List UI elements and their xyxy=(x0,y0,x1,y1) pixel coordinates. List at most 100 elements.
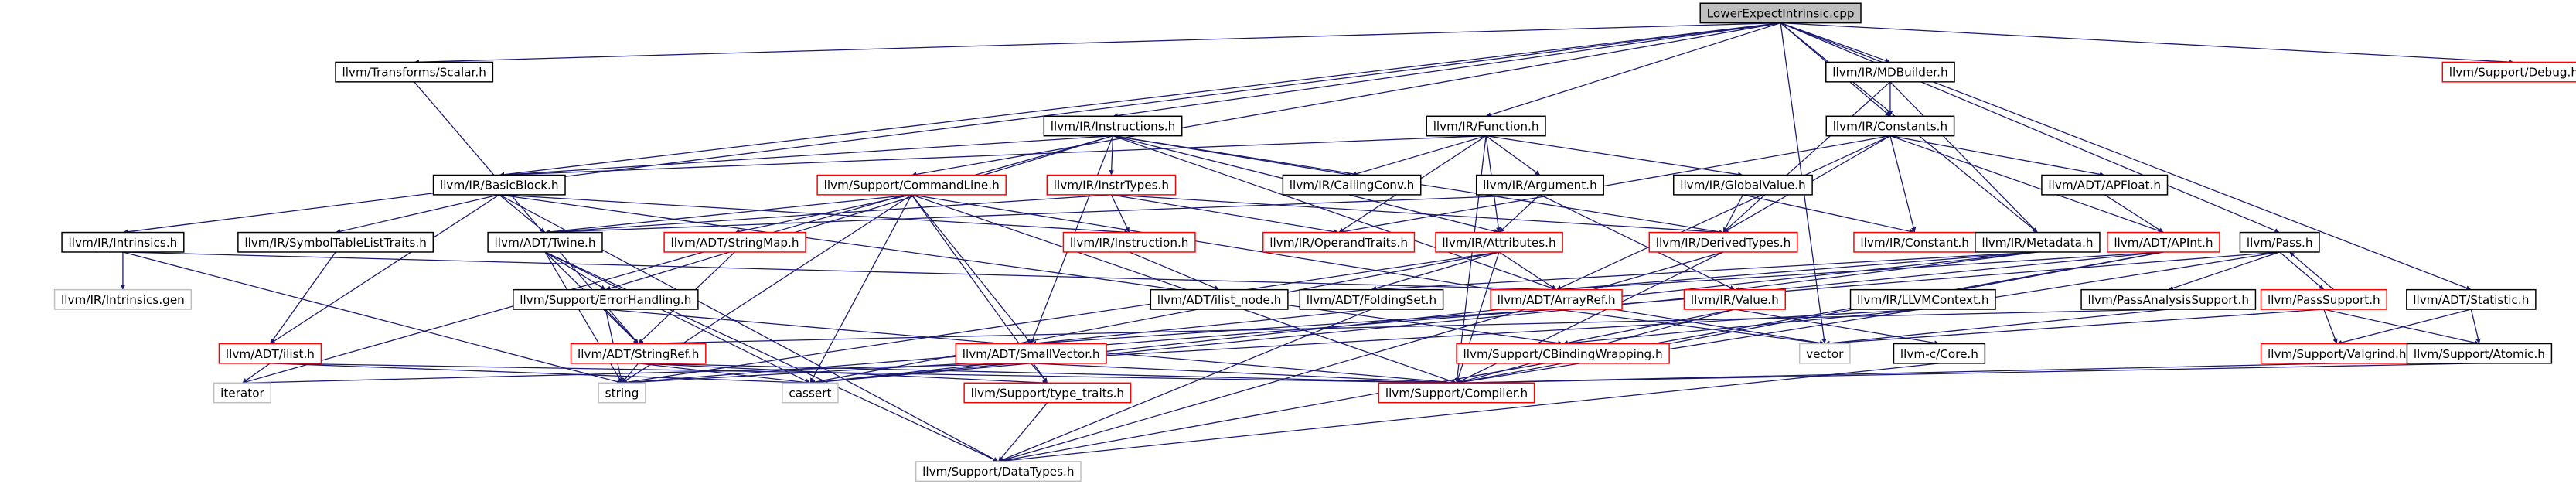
edge xyxy=(242,363,271,384)
node-box xyxy=(1893,343,1986,364)
node-box xyxy=(2260,288,2387,310)
node-box xyxy=(663,231,806,253)
node-box xyxy=(1426,115,1546,137)
node: llvm/IR/Argument.h xyxy=(1475,174,1604,196)
edge xyxy=(622,251,2280,385)
edge xyxy=(1825,309,2169,346)
node-label: vector xyxy=(1806,347,1844,361)
edge xyxy=(269,251,336,344)
node-label: llvm/IR/OperandTraits.h xyxy=(1269,236,1408,250)
edge xyxy=(2104,194,2164,234)
edge xyxy=(499,135,1113,178)
edge xyxy=(1129,251,1220,291)
node-box xyxy=(955,343,1107,364)
node: llvm/IR/OperandTraits.h xyxy=(1262,231,1416,253)
node-label: llvm/IR/Value.h xyxy=(1691,293,1779,307)
node-box xyxy=(1825,115,1955,137)
node: llvm/IR/DerivedTypes.h xyxy=(1648,231,1798,253)
node: llvm/PassAnalysisSupport.h xyxy=(2080,288,2257,310)
edge xyxy=(638,363,1048,386)
edge xyxy=(1780,22,2514,65)
edge xyxy=(1825,309,2324,346)
edge xyxy=(997,402,1048,462)
node: llvm/ADT/APInt.h xyxy=(2107,231,2220,253)
node-label: llvm/IR/Constant.h xyxy=(1860,236,1969,250)
node: string xyxy=(598,382,646,404)
edge xyxy=(911,194,1032,344)
edge xyxy=(499,22,1781,177)
node-label: llvm/Support/Atomic.h xyxy=(2414,347,2545,361)
node-label: llvm/PassAnalysisSupport.h xyxy=(2088,293,2249,307)
node-label: llvm/IR/Function.h xyxy=(1433,120,1539,134)
node-box xyxy=(1456,343,1670,364)
node-box xyxy=(1798,343,1851,364)
node: llvm/IR/SymbolTableListTraits.h xyxy=(237,231,434,253)
node-box xyxy=(1150,288,1289,310)
node: llvm/Transforms/Scalar.h xyxy=(335,61,494,83)
node-box xyxy=(61,231,185,253)
node-box xyxy=(487,231,603,253)
node-label: llvm/Support/type_traits.h xyxy=(971,387,1124,401)
node-label: llvm/ADT/Twine.h xyxy=(495,236,596,250)
edge xyxy=(2336,309,2472,346)
edge xyxy=(544,251,606,291)
edge xyxy=(911,194,1825,346)
node-label: llvm/ADT/APFloat.h xyxy=(2048,179,2161,193)
node: llvm/IR/Value.h xyxy=(1683,288,1787,310)
node-label: llvm/IR/BasicBlock.h xyxy=(440,179,559,193)
node-box xyxy=(213,382,272,404)
node-label: llvm/Support/DataTypes.h xyxy=(922,465,1074,479)
edge xyxy=(605,135,1113,291)
edge xyxy=(1111,194,1339,234)
edge xyxy=(1031,309,1557,346)
node: llvm/IR/InstrTypes.h xyxy=(1046,174,1177,196)
edge xyxy=(1371,251,1500,291)
edge xyxy=(122,251,622,384)
node-label: iterator xyxy=(220,387,264,401)
node-label: cassert xyxy=(789,387,831,401)
edge xyxy=(1889,81,2038,234)
edge xyxy=(809,251,1500,385)
edge xyxy=(499,194,1563,346)
node-box xyxy=(1262,231,1416,253)
node-box xyxy=(598,382,646,404)
edge xyxy=(605,309,639,344)
node-label: llvm/IR/LLVMContext.h xyxy=(1857,293,1989,307)
node: llvm/IR/Metadata.h xyxy=(1975,231,2101,253)
node-label: llvm/Support/Valgrind.h xyxy=(2268,347,2406,361)
edge xyxy=(1743,194,1915,234)
edge xyxy=(122,251,1557,292)
node: llvm/ADT/FoldingSet.h xyxy=(1299,288,1444,310)
node: llvm/IR/Attributes.h xyxy=(1435,231,1563,253)
node-label: llvm/IR/Constants.h xyxy=(1833,120,1947,134)
node: llvm-c/Core.h xyxy=(1893,343,1986,364)
node-box xyxy=(1673,174,1813,196)
node-box xyxy=(570,343,707,364)
edge xyxy=(1562,309,1735,346)
node-box xyxy=(2406,343,2553,364)
node-label: llvm-c/Core.h xyxy=(1900,347,1978,361)
node-box xyxy=(2080,288,2257,310)
edge xyxy=(414,22,1781,65)
node-label: llvm/Transforms/Scalar.h xyxy=(342,66,486,80)
edge xyxy=(809,363,1031,385)
edge xyxy=(638,363,811,385)
edge xyxy=(1031,363,1457,386)
node-box xyxy=(915,461,1082,482)
edge xyxy=(1539,194,1736,291)
edge xyxy=(544,194,1112,235)
node-box xyxy=(2041,174,2169,196)
node-label: llvm/IR/MDBuilder.h xyxy=(1832,66,1947,80)
node-box xyxy=(1043,115,1183,137)
node-box xyxy=(1825,61,1955,83)
node: llvm/IR/Intrinsics.h xyxy=(61,231,185,253)
node: llvm/IR/Constants.h xyxy=(1825,115,1955,137)
edge xyxy=(544,251,999,462)
nodes: LowerExpectIntrinsic.cpp llvm/Transforms/… xyxy=(53,2,2576,482)
edge xyxy=(2288,251,2334,291)
node: llvm/Support/Debug.h xyxy=(2441,61,2576,83)
edge xyxy=(1889,135,2105,177)
node-label: llvm/IR/Argument.h xyxy=(1483,179,1597,193)
